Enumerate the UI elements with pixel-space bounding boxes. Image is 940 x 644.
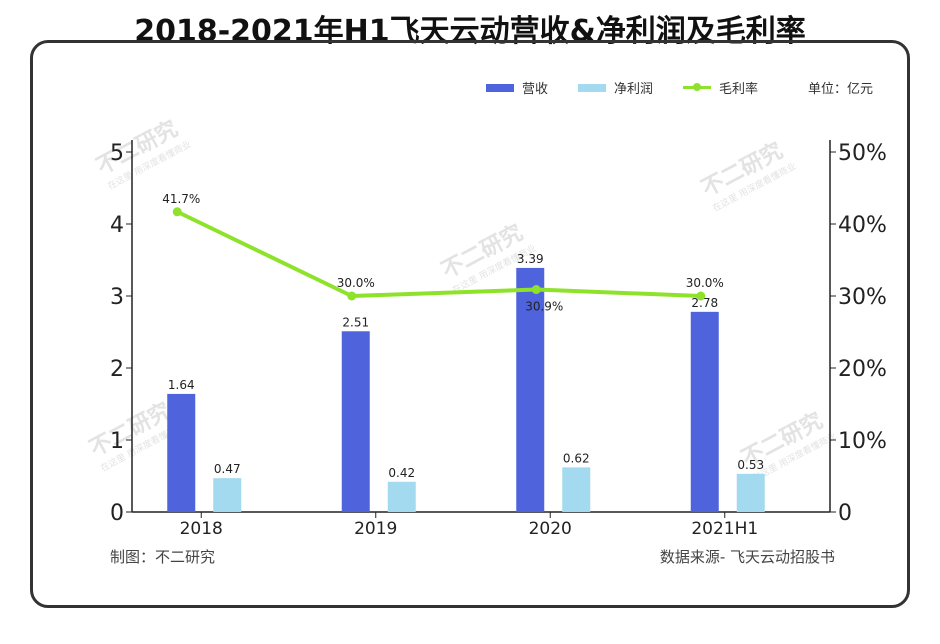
title-wrap: 2018-2021年H1飞天云动营收&净利润及毛利率 (0, 10, 940, 54)
legend-label-net-profit: 净利润 (614, 82, 654, 97)
data-label-gross-margin: 30.0% (686, 276, 724, 290)
y-right-tick-label: 50% (838, 141, 887, 166)
bar-revenue (341, 331, 370, 512)
data-label-gross-margin: 30.0% (337, 276, 375, 290)
bar-revenue (516, 267, 545, 512)
x-tick-label: 2018 (180, 519, 223, 539)
x-tick-label: 2019 (354, 519, 397, 539)
data-label-net-profit: 0.62 (563, 451, 590, 465)
point-gross-margin (696, 291, 706, 301)
bar-revenue (690, 311, 719, 512)
y-left-tick-label: 2 (110, 357, 124, 382)
data-label-net-profit: 0.53 (737, 458, 764, 472)
x-tick-label: 2021H1 (691, 519, 758, 539)
y-left-tick-label: 3 (110, 285, 124, 310)
legend-label-gross-margin: 毛利率 (719, 82, 759, 97)
data-label-net-profit: 0.47 (214, 462, 241, 476)
legend-swatch-net-profit (578, 83, 607, 92)
legend-swatch-revenue (486, 83, 514, 92)
legend-item-gross-margin: 毛利率 (683, 78, 758, 97)
line-gross-margin (176, 209, 701, 298)
bar-net-profit (562, 467, 591, 512)
footer-source: 数据来源- 飞天云动招股书 (659, 548, 835, 566)
point-gross-margin (172, 207, 182, 217)
bar-net-profit (387, 481, 416, 512)
legend-swatch-gross-margin (683, 83, 712, 91)
y-left-tick-label: 1 (110, 429, 124, 454)
bar-net-profit (213, 478, 242, 512)
y-left-tick-label: 0 (110, 501, 124, 526)
y-right-tick-label: 10% (838, 429, 887, 454)
chart-title: 2018-2021年H1飞天云动营收&净利润及毛利率 (116, 10, 824, 54)
data-label-gross-margin: 30.9% (525, 300, 563, 314)
data-label-gross-margin: 41.7% (162, 192, 200, 206)
unit-label: 单位：亿元 (808, 82, 874, 97)
data-label-revenue: 1.64 (168, 378, 195, 392)
data-label-revenue: 3.39 (517, 252, 544, 266)
bar-net-profit (736, 473, 765, 512)
y-left-tick-label: 4 (110, 213, 124, 238)
y-right-tick-label: 0 (838, 501, 852, 526)
legend: 营收 净利润 毛利率 (486, 78, 788, 97)
y-left-tick-label: 5 (110, 141, 124, 166)
point-gross-margin (531, 285, 541, 295)
data-label-net-profit: 0.42 (388, 466, 415, 480)
x-tick-label: 2020 (529, 519, 572, 539)
legend-item-revenue: 营收 (486, 78, 548, 97)
point-gross-margin (347, 291, 357, 301)
data-label-revenue: 2.51 (342, 315, 369, 329)
y-right-tick-label: 40% (838, 213, 887, 238)
legend-item-net-profit: 净利润 (578, 78, 653, 97)
y-right-tick-label: 20% (838, 357, 887, 382)
bar-revenue (167, 393, 196, 512)
footer-credit: 制图：不二研究 (110, 548, 216, 566)
chart-frame (30, 40, 910, 608)
y-right-tick-label: 30% (838, 285, 887, 310)
legend-label-revenue: 营收 (522, 82, 549, 97)
